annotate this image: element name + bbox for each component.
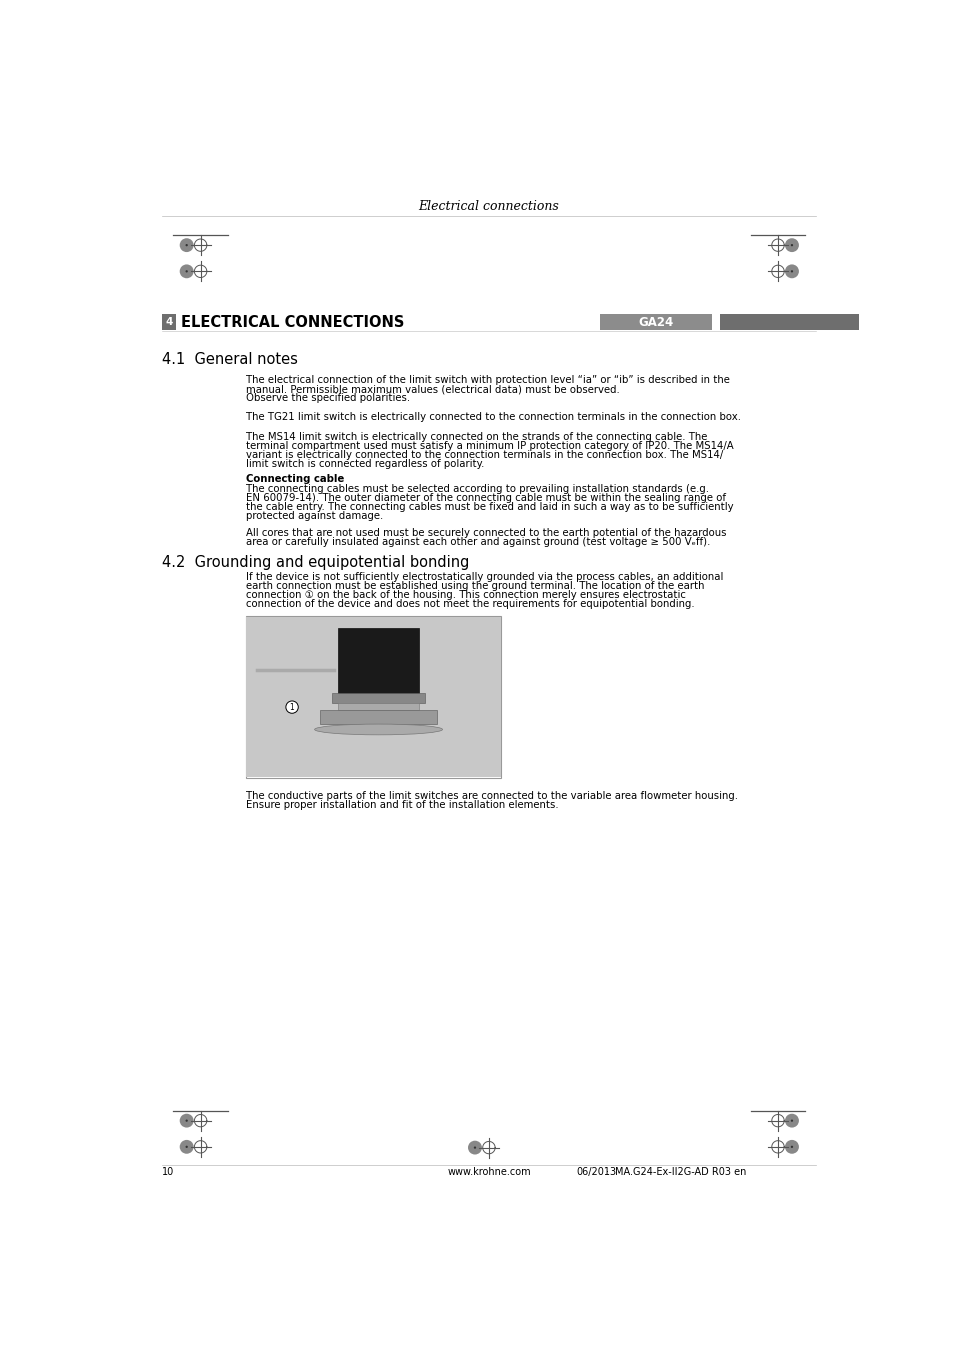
Circle shape — [790, 1119, 792, 1122]
Text: MA.G24-Ex-II2G-AD R03 en: MA.G24-Ex-II2G-AD R03 en — [615, 1168, 746, 1177]
Text: The TG21 limit switch is electrically connected to the connection terminals in t: The TG21 limit switch is electrically co… — [245, 413, 740, 423]
Circle shape — [784, 265, 798, 278]
Circle shape — [179, 1139, 193, 1154]
Text: Electrical connections: Electrical connections — [418, 200, 558, 213]
Bar — [162, 315, 175, 329]
Text: Ensure proper installation and fit of the installation elements.: Ensure proper installation and fit of th… — [245, 801, 558, 810]
Circle shape — [179, 265, 193, 278]
Circle shape — [790, 244, 792, 246]
Text: If the device is not sufficiently electrostatically grounded via the process cab: If the device is not sufficiently electr… — [245, 572, 722, 582]
Bar — [599, 315, 711, 329]
Circle shape — [185, 1119, 188, 1122]
Circle shape — [179, 1114, 193, 1127]
Bar — [320, 710, 436, 724]
Text: The MS14 limit switch is electrically connected on the strands of the connecting: The MS14 limit switch is electrically co… — [245, 432, 706, 441]
Text: protected against damage.: protected against damage. — [245, 510, 382, 521]
Bar — [338, 702, 418, 710]
Circle shape — [784, 238, 798, 252]
Text: The conductive parts of the limit switches are connected to the variable area fl: The conductive parts of the limit switch… — [245, 791, 737, 802]
Circle shape — [185, 244, 188, 246]
Text: EN 60079-14). The outer diameter of the connecting cable must be within the seal: EN 60079-14). The outer diameter of the … — [245, 493, 725, 504]
Text: 1: 1 — [290, 702, 294, 711]
Text: GA24: GA24 — [638, 316, 673, 328]
Circle shape — [790, 270, 792, 273]
Bar — [245, 616, 500, 778]
Circle shape — [784, 1114, 798, 1127]
Text: variant is electrically connected to the connection terminals in the connection : variant is electrically connected to the… — [245, 450, 722, 459]
Bar — [337, 628, 418, 694]
Text: connection ① on the back of the housing. This connection merely ensures electros: connection ① on the back of the housing.… — [245, 590, 685, 599]
Text: Observe the specified polarities.: Observe the specified polarities. — [245, 393, 409, 404]
Text: 4: 4 — [165, 317, 172, 327]
Circle shape — [790, 1146, 792, 1147]
Text: earth connection must be established using the ground terminal. The location of : earth connection must be established usi… — [245, 580, 703, 591]
Text: www.krohne.com: www.krohne.com — [447, 1168, 530, 1177]
Text: limit switch is connected regardless of polarity.: limit switch is connected regardless of … — [245, 459, 483, 468]
Text: All cores that are not used must be securely connected to the earth potential of: All cores that are not used must be secu… — [245, 528, 725, 539]
Text: terminal compartment used must satisfy a minimum IP protection category of IP20.: terminal compartment used must satisfy a… — [245, 441, 733, 451]
Text: 06/2013: 06/2013 — [576, 1168, 616, 1177]
Text: ·: · — [605, 1168, 608, 1177]
Text: the cable entry. The connecting cables must be fixed and laid in such a way as t: the cable entry. The connecting cables m… — [245, 502, 733, 512]
Circle shape — [286, 701, 298, 713]
Circle shape — [468, 1141, 481, 1154]
Text: The electrical connection of the limit switch with protection level “ia” or “ib”: The electrical connection of the limit s… — [245, 375, 729, 385]
Text: The connecting cables must be selected according to prevailing installation stan: The connecting cables must be selected a… — [245, 485, 708, 494]
Bar — [246, 617, 500, 778]
Circle shape — [185, 270, 188, 273]
Text: 10: 10 — [162, 1168, 174, 1177]
Ellipse shape — [314, 724, 442, 734]
Circle shape — [185, 1146, 188, 1147]
Text: connection of the device and does not meet the requirements for equipotential bo: connection of the device and does not me… — [245, 598, 694, 609]
Text: 4.1  General notes: 4.1 General notes — [162, 352, 297, 367]
Text: manual. Permissible maximum values (electrical data) must be observed.: manual. Permissible maximum values (elec… — [245, 385, 618, 394]
Text: area or carefully insulated against each other and against ground (test voltage : area or carefully insulated against each… — [245, 537, 709, 547]
Bar — [332, 694, 425, 702]
Text: Connecting cable: Connecting cable — [245, 474, 343, 485]
Text: ELECTRICAL CONNECTIONS: ELECTRICAL CONNECTIONS — [181, 315, 404, 329]
Circle shape — [474, 1146, 476, 1149]
Text: 4.2  Grounding and equipotential bonding: 4.2 Grounding and equipotential bonding — [162, 555, 469, 570]
Circle shape — [784, 1139, 798, 1154]
Bar — [720, 315, 858, 329]
Circle shape — [179, 238, 193, 252]
